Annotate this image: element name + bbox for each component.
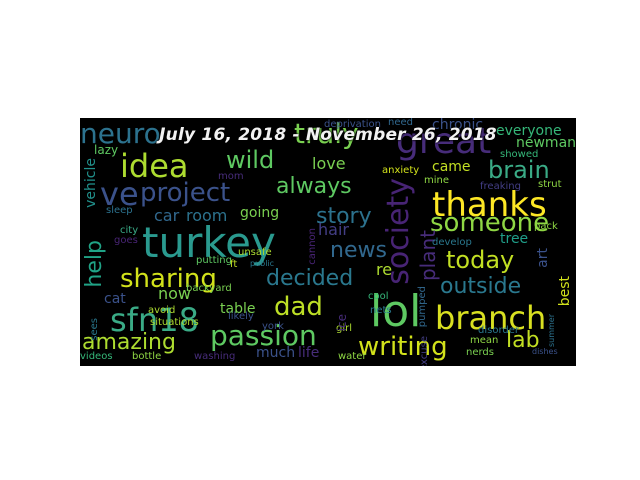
word-nerds: nerds — [466, 347, 494, 358]
word-putting: putting — [196, 255, 232, 266]
word-need: need — [388, 118, 413, 128]
word-backyard: backyard — [186, 283, 232, 294]
word-vehicle: vehicle — [83, 158, 99, 208]
word-situations: situations — [150, 317, 199, 328]
word-deprivation: deprivation — [324, 119, 381, 130]
wordcloud-panel: turkey lol branch thanks sfn18 great truly neur… — [80, 118, 576, 366]
word-neuro: neuro — [80, 118, 161, 150]
word-develop: develop — [432, 237, 472, 248]
word-re: re — [376, 260, 393, 279]
word-sleep: sleep — [106, 205, 133, 216]
word-ice: ice — [335, 314, 349, 332]
word-room: room — [186, 206, 228, 225]
word-came: came — [432, 159, 471, 175]
word-writing: writing — [358, 332, 448, 362]
word-water: water — [338, 351, 367, 362]
word-life: life — [298, 345, 320, 361]
word-chronic: chronic — [432, 118, 484, 133]
word-lol: lol — [370, 286, 422, 337]
word-cat: cat — [104, 291, 126, 307]
word-everyone: everyone — [496, 123, 562, 139]
word-strut: strut — [538, 179, 562, 190]
word-avoid: avoid — [148, 305, 176, 316]
word-brain: brain — [488, 156, 550, 184]
word-always: always — [276, 174, 352, 199]
word-unsafe: unsafe — [238, 247, 272, 258]
word-wild: wild — [226, 146, 275, 174]
word-likely: likely — [228, 311, 254, 322]
word-turkey: turkey — [142, 218, 276, 267]
word-truly: truly — [294, 118, 359, 150]
word-anxiety: anxiety — [382, 165, 420, 176]
word-sfn18: sfn18 — [110, 301, 199, 339]
word-branch: branch — [435, 299, 547, 337]
word-amazing: amazing — [82, 330, 176, 355]
word-lab: lab — [506, 328, 540, 353]
word-mean: mean — [470, 335, 499, 346]
word-dad: dad — [274, 292, 323, 322]
word-great: great — [396, 121, 492, 162]
word-york: york — [262, 321, 284, 332]
word-art: art — [535, 248, 551, 268]
word-disorder: disorder — [478, 325, 520, 336]
word-car: car — [154, 206, 180, 225]
word-city: city — [120, 225, 139, 236]
word-pumped: pumped — [417, 286, 428, 328]
word-decided: decided — [266, 266, 354, 291]
word-going: going — [240, 205, 280, 221]
word-newman: newman — [516, 135, 576, 151]
word-mine: mine — [424, 175, 450, 186]
word-someone: someone — [430, 208, 550, 238]
word-nets: nets — [370, 305, 392, 316]
word-ft: ft — [230, 259, 238, 270]
word-project: project — [140, 178, 231, 208]
word-washing: washing — [194, 351, 236, 362]
word-pack: pack — [534, 221, 558, 232]
word-news: news — [330, 238, 387, 263]
word-thanks: thanks — [432, 185, 547, 225]
word-help: help — [82, 240, 107, 288]
word-sees: sees — [89, 318, 100, 341]
word-videos: videos — [80, 351, 113, 362]
word-today: today — [446, 246, 515, 274]
word-girl: girl — [336, 323, 353, 334]
word-ve: ve — [100, 175, 139, 213]
word-much: much — [256, 345, 296, 361]
word-cool: cool — [368, 291, 389, 302]
word-story: story — [316, 204, 372, 229]
word-passion: passion — [210, 319, 317, 352]
word-freaking: freaking — [480, 181, 521, 192]
word-best: best — [557, 276, 573, 307]
word-cannon: cannon — [307, 228, 318, 265]
word-goes: goes — [114, 235, 138, 246]
word-hair: hair — [318, 220, 349, 239]
word-table: table — [220, 301, 256, 317]
word-idea: idea — [120, 147, 189, 185]
word-public: public — [250, 259, 275, 268]
word-lazy: lazy — [94, 143, 119, 157]
word-summer: summer — [547, 314, 556, 348]
word-outside: outside — [440, 274, 522, 299]
word-excuse: excuse — [419, 336, 430, 366]
word-bottle: bottle — [132, 351, 162, 362]
word-dishes: dishes — [532, 347, 558, 356]
word-tree: tree — [500, 231, 529, 247]
word-sharing: sharing — [120, 264, 217, 294]
date-range-title: July 16, 2018 - November 26, 2018 — [159, 125, 497, 145]
word-now: now — [158, 284, 192, 303]
word-love: love — [312, 154, 346, 173]
word-mom: mom — [218, 171, 244, 182]
word-showed: showed — [500, 149, 539, 160]
